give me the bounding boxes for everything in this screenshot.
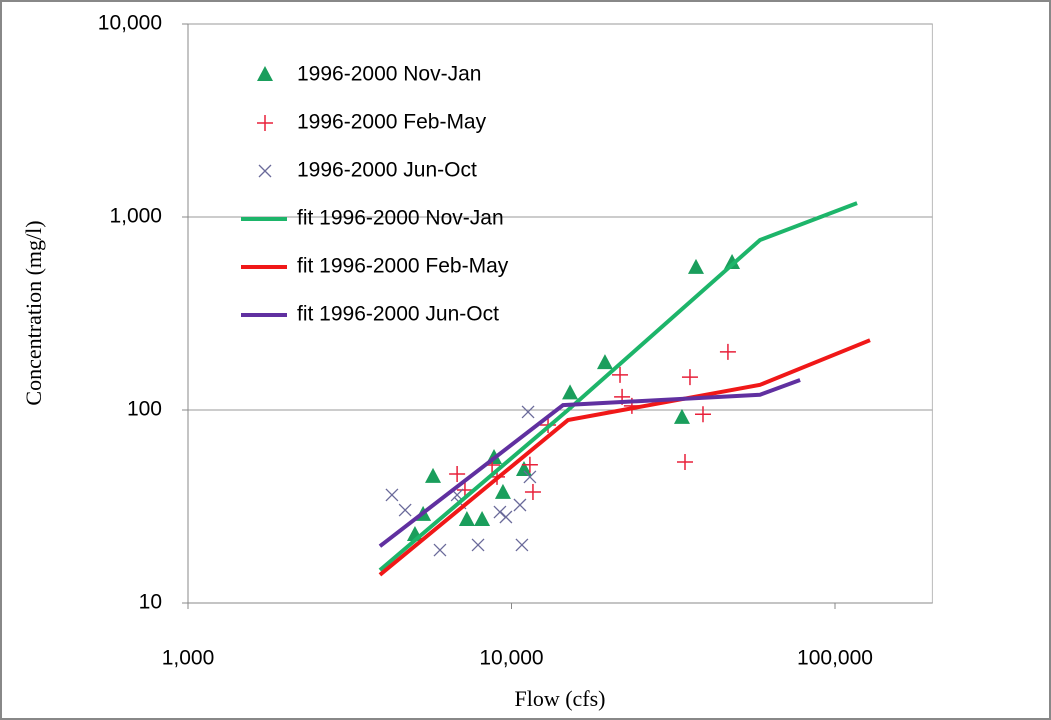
data-point <box>521 456 538 473</box>
legend-label: fit 1996-2000 Jun-Oct <box>297 303 499 326</box>
x-axis-title: Flow (cfs) <box>514 686 605 711</box>
y-tick-label: 100 <box>127 398 162 421</box>
data-point <box>681 369 698 386</box>
data-point <box>513 498 527 512</box>
legend-label: 1996-2000 Feb-May <box>297 111 487 134</box>
legend-label: fit 1996-2000 Nov-Jan <box>297 207 504 230</box>
legend-label: 1996-2000 Nov-Jan <box>297 63 481 86</box>
y-tick-label: 1,000 <box>109 205 162 228</box>
data-point <box>433 543 447 557</box>
data-point <box>673 408 690 424</box>
data-point <box>687 258 704 274</box>
legend-label: 1996-2000 Jun-Oct <box>297 159 477 182</box>
data-point <box>494 483 511 499</box>
data-point <box>612 366 629 383</box>
data-point <box>515 460 532 476</box>
data-point <box>596 354 613 370</box>
x-tick-label: 10,000 <box>479 647 543 670</box>
data-point <box>521 405 535 419</box>
y-tick-label: 10 <box>139 591 162 614</box>
x-tick-label: 100,000 <box>797 647 873 670</box>
fit-line <box>378 201 858 572</box>
data-point <box>524 483 541 500</box>
data-point <box>562 384 579 400</box>
data-point <box>676 453 693 470</box>
y-tick-label: 10,000 <box>98 12 162 35</box>
data-point <box>385 488 399 502</box>
legend-label: fit 1996-2000 Feb-May <box>297 255 509 278</box>
data-point <box>719 343 736 360</box>
data-point <box>449 466 466 483</box>
data-point <box>724 253 741 269</box>
fit-line <box>378 338 871 577</box>
data-point <box>471 538 485 552</box>
data-point <box>493 505 507 519</box>
fit-line <box>378 378 801 548</box>
y-axis-title: Concentration (mg/l) <box>21 220 46 405</box>
data-point <box>474 511 491 527</box>
data-point <box>458 511 475 527</box>
data-point <box>499 510 513 524</box>
legend-swatch <box>257 66 273 81</box>
data-point <box>523 470 537 484</box>
legend-swatch <box>258 164 272 178</box>
data-point <box>398 503 412 517</box>
data-point <box>515 538 529 552</box>
legend-swatch <box>257 115 273 131</box>
data-point <box>694 406 711 423</box>
x-tick-label: 1,000 <box>162 647 215 670</box>
data-point <box>425 467 442 483</box>
